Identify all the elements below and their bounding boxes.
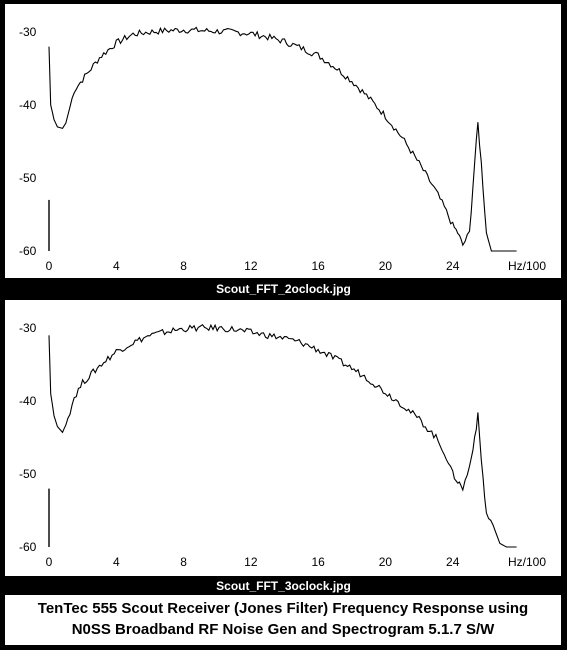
chart-caption-3oclock: Scout_FFT_3oclock.jpg (216, 579, 351, 593)
chart-caption-2oclock: Scout_FFT_2oclock.jpg (216, 282, 351, 296)
x-tick-label: 8 (180, 555, 187, 569)
chart-panel-3oclock: -30 -40 -50 -60 0 4 8 12 16 20 24 Hz/100 (5, 300, 561, 576)
x-tick-label: 4 (113, 259, 120, 273)
x-tick-label: 16 (311, 259, 325, 273)
response-line (48, 26, 517, 252)
x-tick-label: 16 (311, 555, 325, 569)
y-tick-label: -30 (19, 25, 37, 39)
y-tick-label: -40 (19, 394, 37, 408)
x-tick-label: 8 (180, 259, 187, 273)
figure-footer: TenTec 555 Scout Receiver (Jones Filter)… (5, 595, 561, 645)
y-tick-label: -40 (19, 98, 37, 112)
y-tick-label: -50 (19, 467, 37, 481)
x-tick-label: 4 (113, 555, 120, 569)
y-tick-label: -50 (19, 171, 37, 185)
x-tick-label: 20 (379, 555, 393, 569)
x-tick-label: 24 (446, 555, 460, 569)
x-tick-label: 12 (244, 555, 258, 569)
fft-chart-3oclock: -30 -40 -50 -60 0 4 8 12 16 20 24 Hz/100 (19, 321, 546, 569)
y-tick-label: -60 (19, 540, 37, 554)
x-axis-unit: Hz/100 (508, 555, 546, 569)
x-tick-label: 0 (46, 555, 53, 569)
x-tick-label: 12 (244, 259, 258, 273)
y-tick-label: -30 (19, 321, 37, 335)
x-tick-label: 20 (379, 259, 393, 273)
y-tick-label: -60 (19, 244, 37, 258)
chart-panel-2oclock: -30 -40 -50 -60 0 4 8 12 16 20 24 Hz/100 (5, 4, 561, 278)
footer-line-2: N0SS Broadband RF Noise Gen and Spectrog… (71, 621, 495, 638)
x-axis-unit: Hz/100 (508, 259, 546, 273)
fft-chart-2oclock: -30 -40 -50 -60 0 4 8 12 16 20 24 Hz/100 (19, 25, 546, 273)
x-tick-label: 24 (446, 259, 460, 273)
x-tick-label: 0 (46, 259, 53, 273)
footer-line-1: TenTec 555 Scout Receiver (Jones Filter)… (37, 600, 529, 617)
response-line (48, 323, 517, 548)
